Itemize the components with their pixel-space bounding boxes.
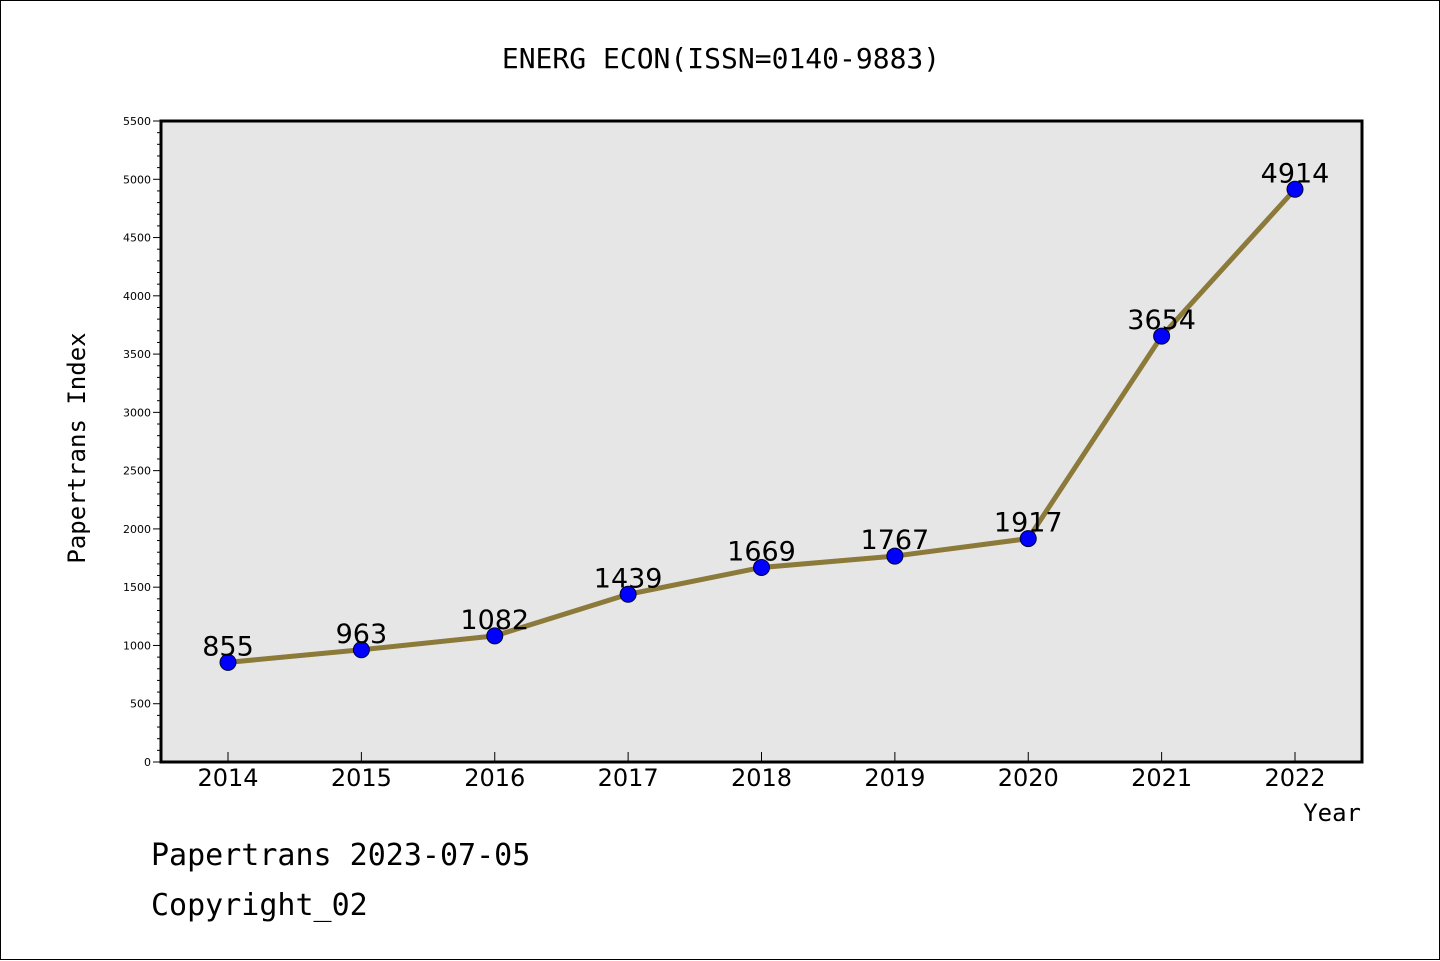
data-label: 963 bbox=[336, 619, 388, 650]
x-tick-label: 2017 bbox=[598, 764, 659, 792]
plot-area bbox=[159, 119, 1364, 764]
x-axis: 2014 2015 2016 2017 2018 2019 2020 2021 2022 bbox=[197, 752, 1326, 792]
y-tick-label: 4500 bbox=[123, 232, 151, 245]
x-tick-label: 2014 bbox=[197, 764, 258, 792]
data-label: 3654 bbox=[1127, 305, 1196, 336]
x-tick-label: 2015 bbox=[331, 764, 392, 792]
x-tick-label: 2019 bbox=[864, 764, 925, 792]
data-point bbox=[1153, 327, 1171, 345]
data-label: 855 bbox=[202, 631, 254, 662]
y-tick-label: 1000 bbox=[123, 639, 151, 652]
data-label: 1082 bbox=[460, 605, 529, 636]
y-tick-label: 0 bbox=[144, 756, 151, 769]
series-papertrans-index: 855 963 1082 1439 1669 1767 1917 3654 4914 bbox=[202, 158, 1330, 671]
data-point bbox=[352, 641, 370, 659]
data-point bbox=[1019, 530, 1037, 548]
chart-title: ENERG ECON(ISSN=0140-9883) bbox=[502, 42, 940, 75]
data-point bbox=[1286, 180, 1304, 198]
x-tick-label: 2021 bbox=[1131, 764, 1192, 792]
y-tick-label: 5000 bbox=[123, 173, 151, 186]
data-label: 1917 bbox=[994, 508, 1063, 539]
y-tick-label: 500 bbox=[130, 698, 151, 711]
data-point bbox=[619, 585, 637, 603]
data-point bbox=[886, 547, 904, 565]
y-tick-label: 2500 bbox=[123, 465, 151, 478]
y-axis: 0 500 1000 1500 2000 2500 3000 3500 4000 4500 5000… bbox=[123, 115, 161, 769]
y-tick-label: 3000 bbox=[123, 406, 151, 419]
y-tick-label: 3500 bbox=[123, 348, 151, 361]
x-axis-title: Year bbox=[1303, 799, 1361, 827]
data-label: 1669 bbox=[727, 536, 796, 567]
x-tick-label: 2020 bbox=[998, 764, 1059, 792]
data-label: 4914 bbox=[1261, 158, 1330, 189]
x-tick-label: 2022 bbox=[1264, 764, 1325, 792]
data-point bbox=[219, 653, 237, 671]
data-label: 1439 bbox=[594, 563, 663, 594]
y-tick-label: 5500 bbox=[123, 115, 151, 128]
x-tick-label: 2016 bbox=[464, 764, 525, 792]
footer-date: Papertrans 2023-07-05 bbox=[151, 838, 530, 873]
y-tick-label: 1500 bbox=[123, 581, 151, 594]
x-tick-label: 2018 bbox=[731, 764, 792, 792]
y-tick-label: 4000 bbox=[123, 290, 151, 303]
y-tick-label: 2000 bbox=[123, 523, 151, 536]
data-point bbox=[486, 627, 504, 645]
y-axis-title: Papertrans Index bbox=[63, 332, 91, 563]
data-label: 1767 bbox=[861, 525, 930, 556]
footer-copyright: Copyright_02 bbox=[151, 888, 368, 923]
data-point bbox=[753, 558, 770, 576]
